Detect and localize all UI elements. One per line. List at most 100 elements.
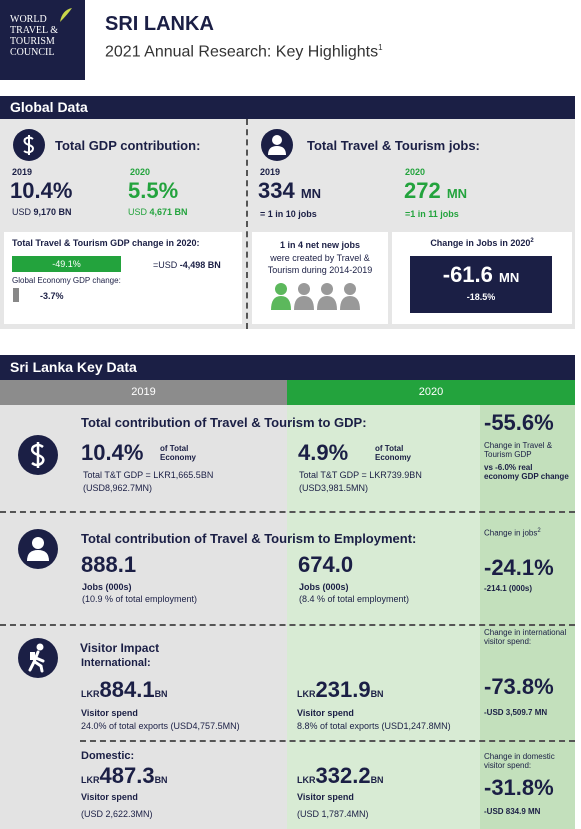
usd-label: =USD	[153, 260, 178, 270]
footnote: 2	[530, 238, 534, 244]
usd-value: 9,170 BN	[33, 207, 72, 217]
row-title: Total contribution of Travel & Tourism t…	[81, 415, 367, 430]
value: LKR884.1BN	[81, 677, 168, 703]
value: 334 MN	[258, 178, 321, 204]
change-label: Change in international visitor spend:	[484, 628, 567, 646]
sub-label: International:	[81, 657, 151, 669]
change-bar: -49.1%	[12, 256, 121, 272]
suffix: BN	[370, 775, 384, 785]
people-icons	[271, 283, 360, 310]
usd: USD 9,170 BN	[12, 207, 72, 217]
change-value: -24.1%	[484, 555, 554, 580]
label-text: Change in jobs	[484, 528, 538, 538]
value-number: 334	[258, 178, 295, 203]
section-title: Global Data	[10, 99, 88, 115]
usd: USD 4,671 BN	[128, 207, 188, 217]
change-percent: -18.5%	[466, 292, 496, 302]
logo: WORLD TRAVEL & TOURISM COUNCIL	[0, 0, 85, 80]
share: (8.4 % of total employment)	[299, 594, 410, 604]
detail: 24.0% of total exports (USD4,757.5MN)	[81, 721, 240, 731]
section-bar: Sri Lanka Key Data	[0, 355, 575, 380]
text: were created by Travel & Tourism during …	[267, 253, 373, 275]
card	[4, 232, 242, 324]
title-text: Change in Jobs in 2020	[430, 238, 531, 248]
change-absolute: -USD 3,509.7 MN	[484, 708, 548, 717]
logo-leaf	[60, 8, 72, 22]
global-bar	[13, 288, 19, 302]
dollar-icon	[13, 129, 45, 161]
change-value: -49.1%	[52, 259, 81, 269]
row-title: Total contribution of Travel & Tourism t…	[81, 531, 417, 546]
value-number: -61.6	[442, 262, 493, 287]
value-number: 272	[404, 178, 441, 203]
change-value: -73.8%	[484, 674, 554, 699]
prefix: LKR	[297, 689, 316, 699]
share: (10.9 % of total employment)	[82, 594, 198, 604]
value: 10.4%	[10, 178, 73, 203]
section-bar: Global Data	[0, 96, 575, 119]
prefix: LKR	[81, 689, 100, 699]
change-value: -55.6%	[484, 410, 554, 435]
value: 10.4%	[81, 440, 144, 465]
detail: 8.8% of total exports (USD1,247.8MN)	[297, 721, 451, 731]
value: LKR231.9BN	[297, 677, 384, 703]
change-label: Change in Travel & Tourism GDP	[484, 441, 553, 459]
person-icon	[261, 129, 293, 161]
column-header: 2020	[287, 380, 575, 405]
logo-line: TOURISM	[10, 36, 55, 47]
footnote: 1	[378, 43, 383, 52]
prefix: LKR	[297, 775, 316, 785]
value: 272 MN	[404, 178, 467, 204]
global-label: Global Economy GDP change:	[12, 276, 121, 285]
year: 2020	[405, 167, 426, 177]
value: 4.9%	[298, 440, 349, 465]
column-bg	[0, 405, 287, 829]
detail: (USD 2,622.3MN)	[81, 809, 153, 819]
ratio: = 1 in 10 jobs	[260, 209, 317, 219]
card-title: Total Travel & Tourism GDP change in 202…	[12, 238, 200, 248]
unit: MN	[499, 270, 520, 285]
detail: Total T&T GDP = LKR739.9BN	[299, 470, 422, 480]
divider	[246, 119, 248, 329]
caption: Visitor spend	[81, 708, 138, 718]
subtitle: 2021 Annual Research: Key Highlights1	[105, 43, 383, 61]
value: LKR332.2BN	[297, 763, 384, 789]
suffix: BN	[370, 689, 384, 699]
column-bg	[480, 405, 575, 829]
unit: of Total Economy	[160, 444, 197, 462]
section-title: Sri Lanka Key Data	[10, 359, 137, 375]
caption: Visitor spend	[297, 708, 354, 718]
value: 674.0	[298, 552, 354, 577]
detail: (USD8,962.7MN)	[83, 483, 153, 493]
card-title: Total Travel & Tourism jobs:	[307, 138, 480, 153]
headline: 1 in 4 net new jobs	[279, 240, 360, 250]
column-bg	[287, 405, 480, 829]
detail: Total T&T GDP = LKR1,665.5BN	[83, 470, 214, 480]
detail: (USD3,981.5MN)	[299, 483, 369, 493]
caption: Visitor spend	[81, 792, 138, 802]
change-absolute: -USD 834.9 MN	[484, 807, 541, 816]
person-icon	[18, 529, 58, 569]
logo-line: TRAVEL &	[10, 25, 59, 36]
column-label: 2019	[131, 386, 156, 398]
change-value: -31.8%	[484, 775, 554, 800]
value: LKR487.3BN	[81, 763, 168, 789]
dollar-icon	[18, 435, 58, 475]
logo-line: WORLD	[10, 14, 47, 25]
change-compare: vs -6.0% real economy GDP change	[484, 463, 569, 481]
usd-value: 4,671 BN	[149, 207, 188, 217]
footnote: 2	[537, 528, 541, 534]
caption: Visitor spend	[297, 792, 354, 802]
card-title: Change in Jobs in 20202	[392, 238, 572, 248]
subtitle-text: 2021 Annual Research: Key Highlights	[105, 43, 379, 61]
year: 2020	[130, 167, 151, 177]
usd-value: -4,498 BN	[179, 260, 221, 270]
separator	[80, 740, 575, 742]
separator	[0, 511, 575, 513]
year: 2019	[260, 167, 281, 177]
separator	[0, 624, 575, 626]
change-label: Change in domestic visitor spend:	[484, 752, 555, 770]
value-number: 487.3	[99, 763, 155, 788]
global-value: -3.7%	[40, 291, 64, 301]
sub-label: Domestic:	[81, 750, 135, 762]
